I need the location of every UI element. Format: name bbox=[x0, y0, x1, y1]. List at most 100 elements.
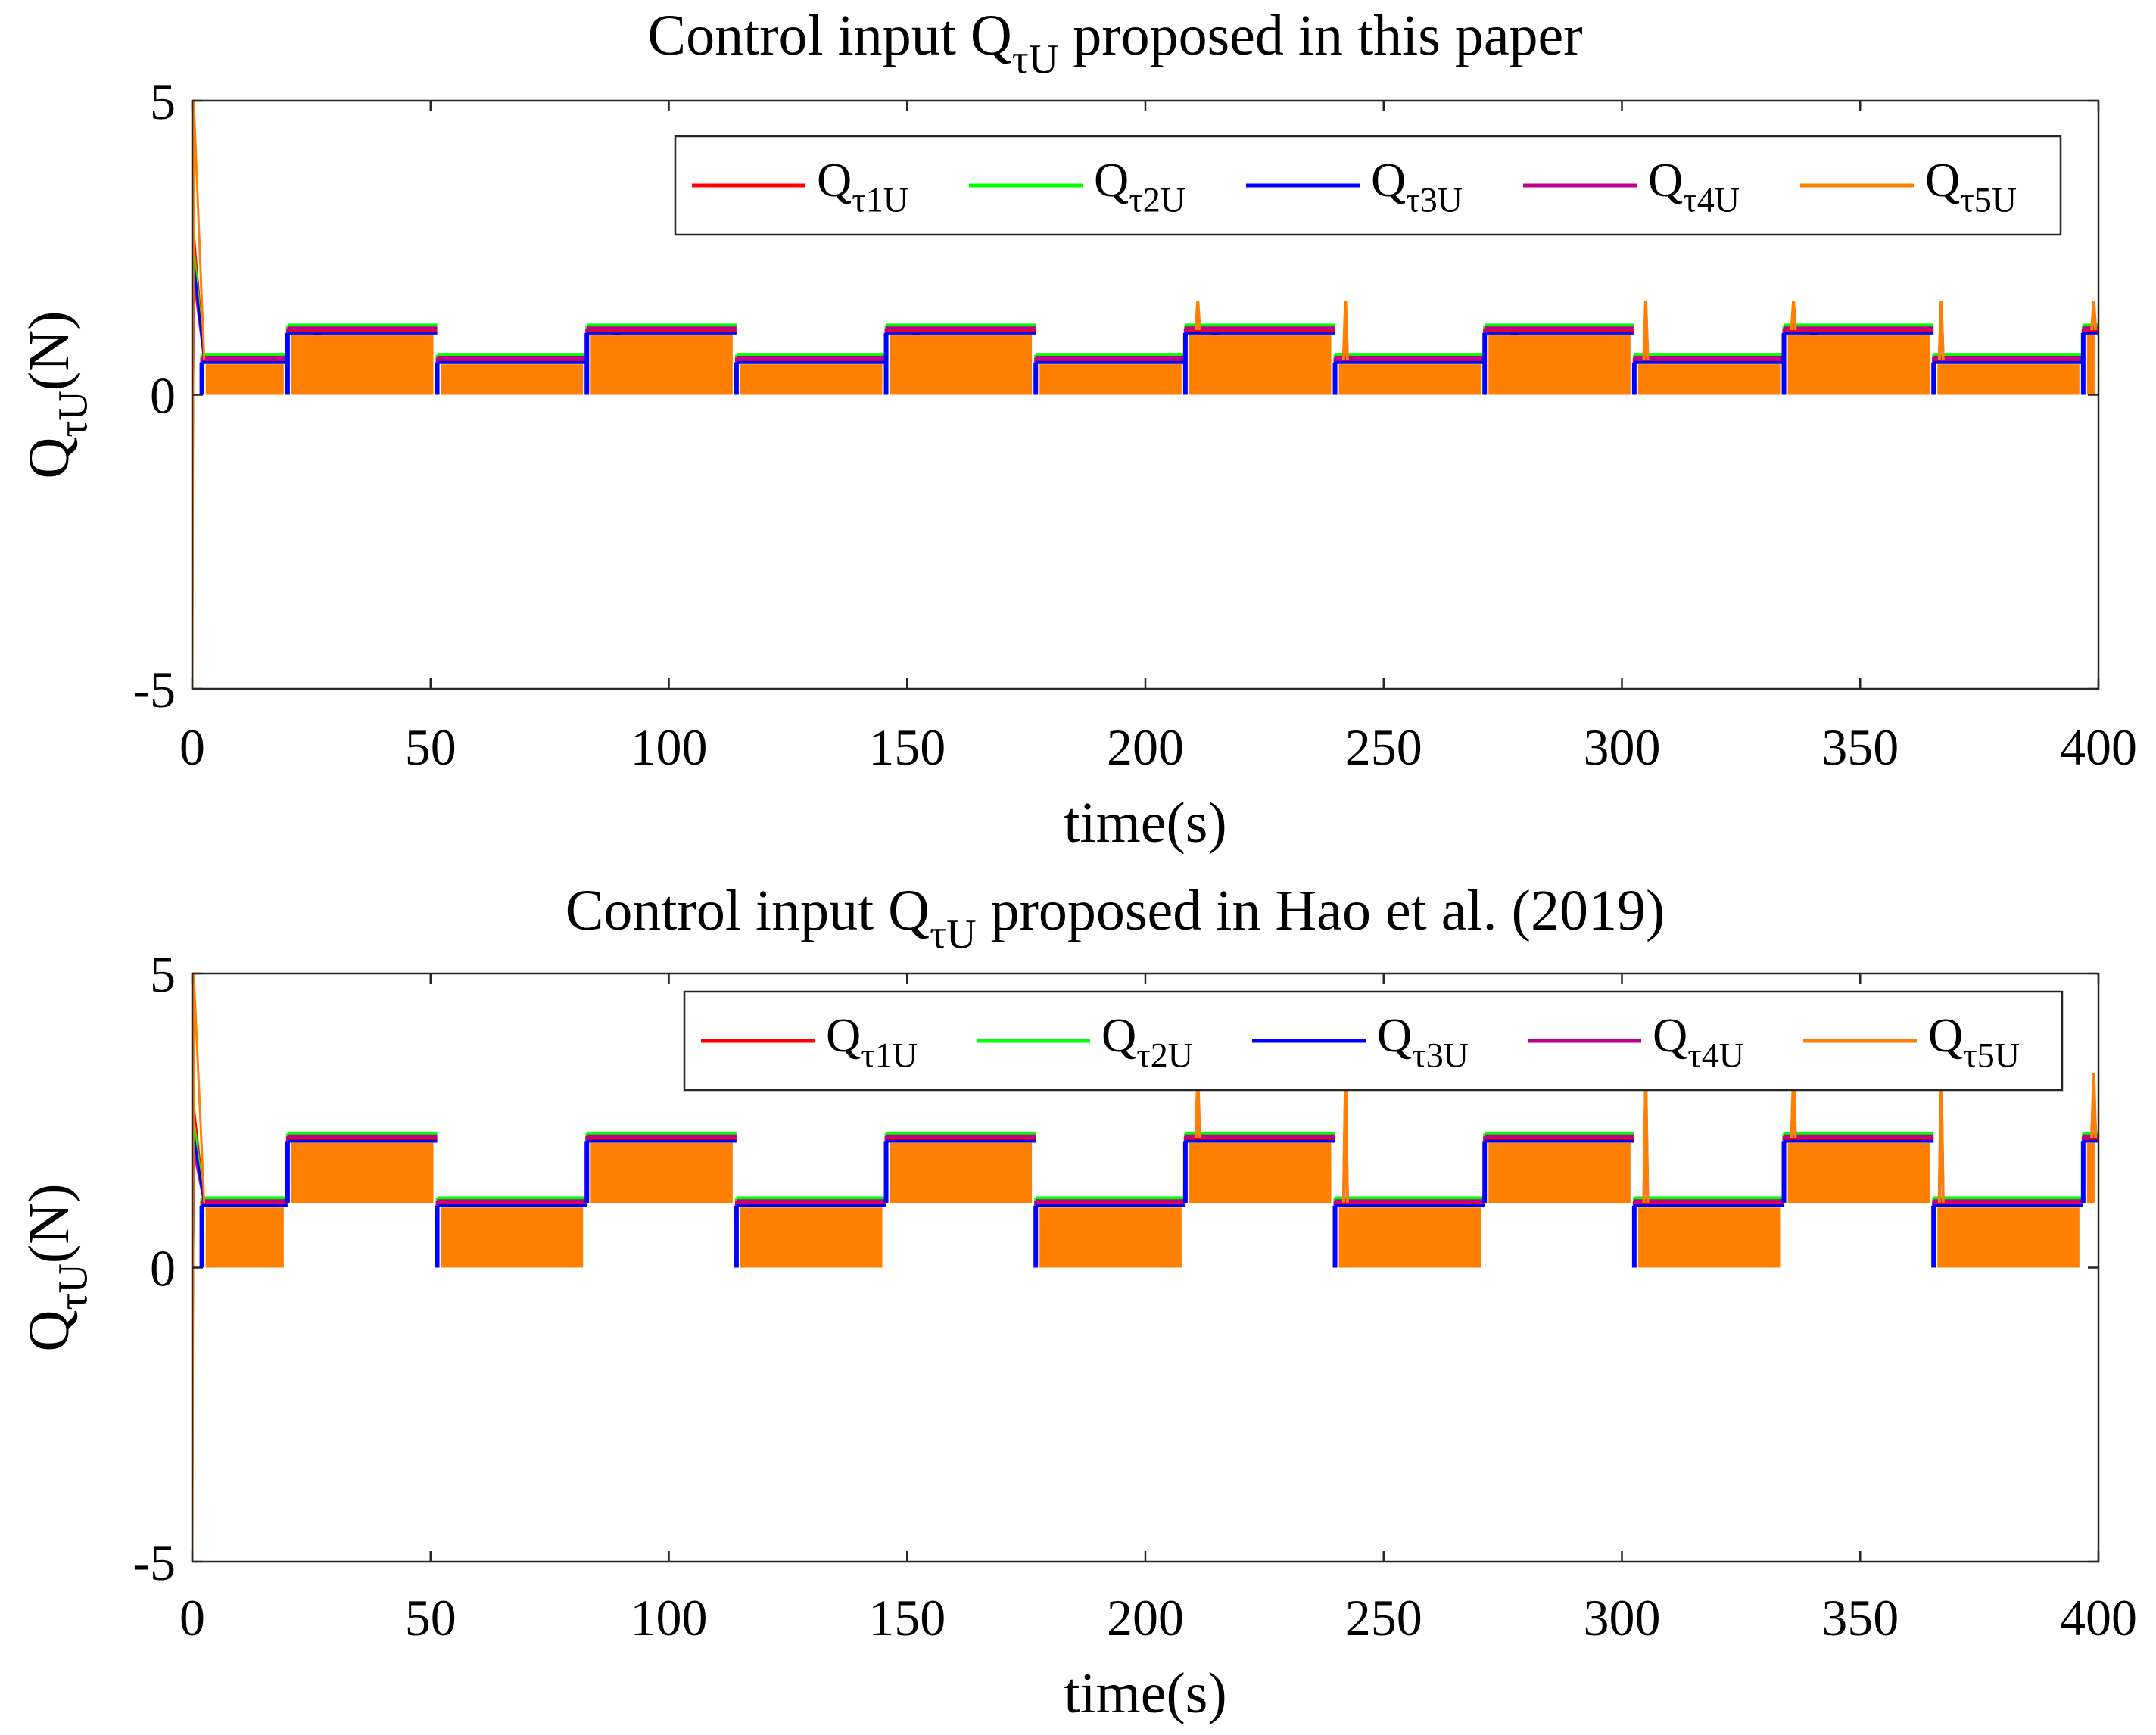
x-tick-label: 50 bbox=[405, 718, 456, 776]
legend-label-τ1U: Qτ1U bbox=[817, 153, 908, 219]
spike bbox=[1790, 301, 1797, 331]
oscillation-band bbox=[1937, 364, 2080, 395]
y-tick-label: 5 bbox=[150, 73, 176, 130]
y-axis-label-group: QτU(N) bbox=[17, 1184, 95, 1352]
oscillation-band bbox=[1488, 335, 1631, 395]
x-tick-label: 0 bbox=[179, 1589, 205, 1646]
y-tick-label: 0 bbox=[150, 1240, 176, 1297]
oscillation-band bbox=[890, 335, 1033, 395]
legend-label-τ1U-sub: τ1U bbox=[861, 1036, 918, 1074]
oscillation-band bbox=[291, 335, 434, 395]
oscillation-band bbox=[1787, 1142, 1930, 1204]
legend-label-τ2U: Qτ2U bbox=[1101, 1008, 1193, 1074]
oscillation-band bbox=[441, 364, 584, 395]
oscillation-band bbox=[1488, 1142, 1631, 1204]
y-tick-label: 0 bbox=[150, 367, 176, 425]
chart-title: Control input QτU proposed in this paper bbox=[647, 4, 1582, 82]
y-axis-label-sub: τU bbox=[49, 391, 95, 438]
y-axis-label-rest: (N) bbox=[17, 311, 81, 391]
legend-label-τ3U-sub: τ3U bbox=[1412, 1036, 1469, 1074]
series-τ5U bbox=[192, 101, 2098, 689]
x-tick-label: 300 bbox=[1584, 718, 1661, 776]
y-axis-label: QτU(N) bbox=[17, 311, 95, 479]
y-axis-label-main: Q bbox=[17, 1310, 81, 1352]
x-tick-label: 400 bbox=[2060, 718, 2137, 776]
oscillation-band bbox=[205, 1207, 284, 1268]
legend-label-τ4U-main: Q bbox=[1653, 1008, 1687, 1062]
y-axis-label-rest: (N) bbox=[17, 1184, 81, 1264]
x-tick-label: 100 bbox=[631, 718, 708, 776]
legend-label-τ2U-main: Q bbox=[1094, 153, 1129, 207]
oscillation-band bbox=[1338, 364, 1481, 395]
oscillation-band bbox=[2086, 335, 2095, 395]
oscillation-band bbox=[441, 1207, 584, 1268]
y-axis-label-main: Q bbox=[17, 438, 81, 479]
oscillation-band bbox=[1787, 335, 1930, 395]
legend-label-τ3U: Qτ3U bbox=[1377, 1008, 1469, 1074]
legend-label-τ3U-sub: τ3U bbox=[1406, 180, 1463, 219]
legend-label-τ5U: Qτ5U bbox=[1925, 153, 2017, 219]
oscillation-band bbox=[1637, 1207, 1781, 1268]
legend-label-τ3U-main: Q bbox=[1371, 153, 1406, 207]
legend-label-τ4U-sub: τ4U bbox=[1683, 180, 1740, 219]
legend-label-τ4U-main: Q bbox=[1648, 153, 1683, 207]
x-axis-label: time(s) bbox=[1064, 791, 1226, 855]
legend-label-τ1U-sub: τ1U bbox=[852, 180, 908, 219]
x-tick-label: 350 bbox=[1821, 718, 1899, 776]
chart-title-rest: proposed in this paper bbox=[1058, 4, 1582, 67]
oscillation-band bbox=[2086, 1142, 2095, 1204]
chart-title: Control input QτU proposed in Hao et al.… bbox=[565, 879, 1665, 957]
legend-label-τ1U-main: Q bbox=[826, 1008, 861, 1062]
x-tick-label: 150 bbox=[868, 1589, 946, 1646]
legend-label-τ2U-sub: τ2U bbox=[1136, 1036, 1193, 1074]
legend-label-τ5U-main: Q bbox=[1925, 153, 1960, 207]
x-tick-label: 0 bbox=[179, 718, 205, 776]
oscillation-band bbox=[590, 335, 733, 395]
chart-title-sub: τU bbox=[930, 911, 977, 957]
x-tick-label: 400 bbox=[2060, 1589, 2137, 1646]
legend-label-τ5U-main: Q bbox=[1928, 1008, 1963, 1062]
x-tick-label: 250 bbox=[1345, 1589, 1422, 1646]
oscillation-band bbox=[205, 364, 284, 395]
legend-label-τ4U-sub: τ4U bbox=[1687, 1036, 1744, 1074]
legend: Qτ1U Qτ2U Qτ3U Qτ4U Qτ5U bbox=[674, 135, 2062, 236]
chart-title-main: Control input Q bbox=[565, 879, 930, 942]
x-tick-label: 200 bbox=[1107, 1589, 1184, 1646]
legend-label-τ1U: Qτ1U bbox=[826, 1008, 918, 1074]
chart-title-main: Control input Q bbox=[647, 4, 1011, 67]
y-tick-label: 5 bbox=[150, 945, 176, 1003]
oscillation-band bbox=[291, 1142, 434, 1204]
y-tick-label: -5 bbox=[132, 1534, 176, 1591]
chart-title-rest: proposed in Hao et al. (2019) bbox=[977, 879, 1665, 942]
oscillation-band bbox=[1039, 1207, 1182, 1268]
oscillation-band bbox=[890, 1142, 1033, 1204]
legend: Qτ1U Qτ2U Qτ3U Qτ4U Qτ5U bbox=[683, 990, 2064, 1092]
legend-label-τ3U-main: Q bbox=[1377, 1008, 1412, 1062]
spike bbox=[1341, 301, 1349, 360]
x-tick-label: 150 bbox=[868, 718, 946, 776]
oscillation-band bbox=[1039, 364, 1182, 395]
y-axis-label: QτU(N) bbox=[17, 1184, 95, 1352]
oscillation-band bbox=[590, 1142, 733, 1204]
y-axis-label-sub: τU bbox=[49, 1263, 95, 1310]
x-tick-label: 100 bbox=[631, 1589, 708, 1646]
spike bbox=[1642, 301, 1650, 360]
oscillation-band bbox=[1189, 1142, 1332, 1204]
oscillation-band bbox=[740, 364, 883, 395]
oscillation-band bbox=[1637, 364, 1781, 395]
spike bbox=[1937, 301, 1945, 360]
legend-label-τ3U: Qτ3U bbox=[1371, 153, 1463, 219]
y-axis-label-group: QτU(N) bbox=[17, 311, 95, 479]
legend-label-τ2U-main: Q bbox=[1101, 1008, 1136, 1062]
oscillation-band bbox=[1937, 1207, 2080, 1268]
legend-label-τ5U-sub: τ5U bbox=[1960, 180, 2017, 219]
x-tick-label: 250 bbox=[1345, 718, 1422, 776]
spike bbox=[1194, 301, 1201, 331]
x-tick-label: 300 bbox=[1584, 1589, 1661, 1646]
y-tick-label: -5 bbox=[132, 661, 176, 718]
spike bbox=[2090, 1073, 2098, 1138]
